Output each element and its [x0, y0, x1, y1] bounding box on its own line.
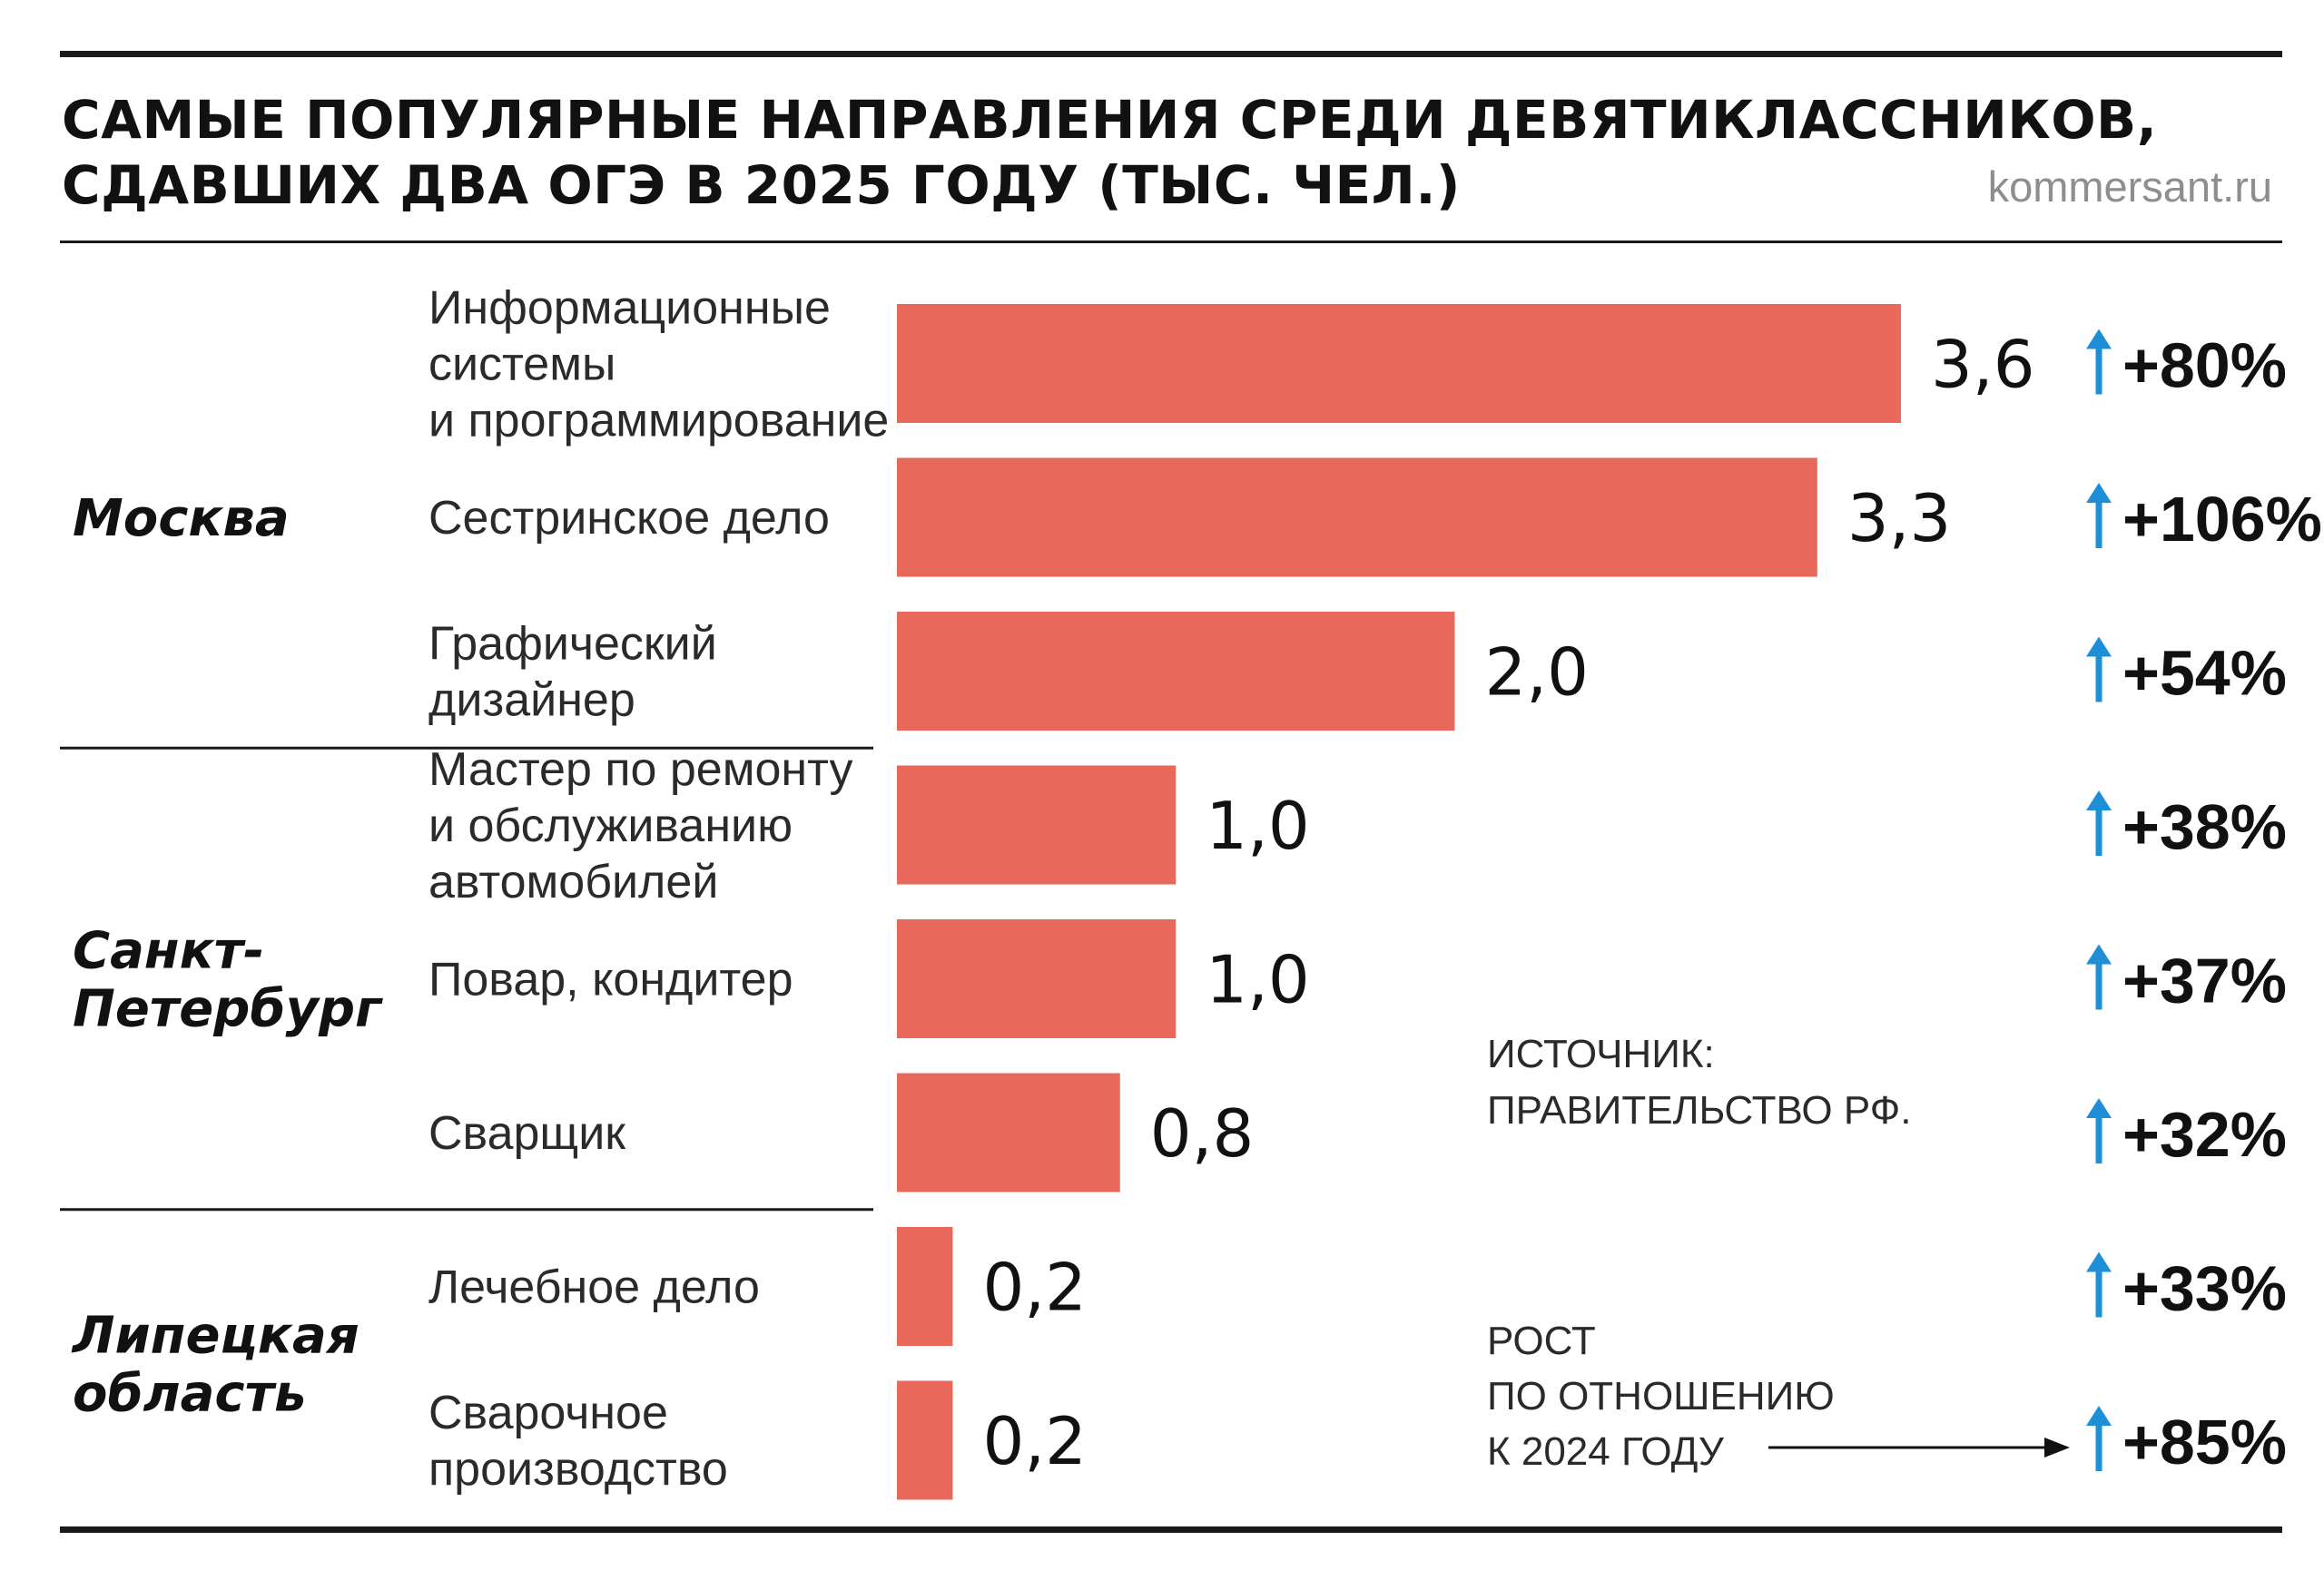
category-label-5-line-1: Повар, кондитер [428, 954, 793, 1006]
chart-title-line-1: САМЫЕ ПОПУЛЯРНЫЕ НАПРАВЛЕНИЯ СРЕДИ ДЕВЯТ… [62, 89, 2158, 151]
source-note-line-2: ПРАВИТЕЛЬСТВО РФ. [1487, 1088, 1911, 1133]
region-label-3-line-2: область [73, 1364, 306, 1423]
growth-label-4: +38% [2122, 791, 2287, 862]
chart-title-line-2: СДАВШИХ ДВА ОГЭ В 2025 ГОДУ (ТЫС. ЧЕЛ.) [62, 154, 1461, 216]
growth-note-pointer-arrow-icon [2044, 1438, 2070, 1458]
category-label-1-line-1: Информационные [428, 282, 831, 335]
site-credit: kommersant.ru [1987, 162, 2272, 211]
value-label-7: 0,2 [982, 1250, 1087, 1326]
category-label-4-line-1: Мастер по ремонту [428, 743, 853, 796]
growth-label-6: +32% [2122, 1099, 2287, 1170]
region-label-2-line-2: Петербург [73, 980, 383, 1039]
growth-label-7: +33% [2122, 1253, 2287, 1324]
growth-note-line-1: РОСТ [1487, 1319, 1596, 1363]
growth-note-line-2: ПО ОТНОШЕНИЮ [1487, 1374, 1835, 1418]
category-label-8-line-1: Сварочное [428, 1387, 668, 1439]
growth-arrow-icon-6 [2086, 1098, 2112, 1118]
bar-8 [897, 1380, 953, 1500]
growth-arrow-icon-8 [2086, 1406, 2112, 1426]
category-label-4-line-2: и обслуживанию [428, 800, 793, 852]
value-label-8: 0,2 [982, 1403, 1087, 1479]
category-label-2-line-1: Сестринское дело [428, 492, 830, 545]
bottom-rule [60, 1526, 2282, 1533]
growth-arrow-icon-5 [2086, 944, 2112, 965]
value-label-3: 2,0 [1484, 634, 1589, 711]
bar-7 [897, 1227, 953, 1346]
top-rule [60, 51, 2282, 57]
growth-arrow-icon-7 [2086, 1251, 2112, 1272]
value-label-1: 3,6 [1931, 327, 2035, 403]
bar-1 [897, 304, 1901, 423]
growth-label-3: +54% [2122, 638, 2287, 709]
bar-4 [897, 765, 1177, 885]
category-label-3-line-2: дизайнер [428, 674, 635, 727]
growth-arrow-icon-1 [2086, 329, 2112, 349]
growth-arrow-icon-2 [2086, 483, 2112, 503]
category-label-3-line-1: Графический [428, 618, 717, 671]
region-label-1-line-1: Москва [73, 489, 290, 548]
growth-arrow-icon-3 [2086, 636, 2112, 657]
bar-5 [897, 919, 1177, 1038]
category-label-7-line-1: Лечебное дело [428, 1261, 760, 1314]
category-label-6-line-1: Сварщик [428, 1107, 625, 1160]
bar-6 [897, 1073, 1120, 1192]
category-label-4-line-3: автомобилей [428, 856, 718, 908]
bar-2 [897, 457, 1817, 577]
value-label-2: 3,3 [1847, 480, 1952, 556]
value-label-5: 1,0 [1206, 942, 1310, 1018]
growth-label-1: +80% [2122, 330, 2287, 401]
category-label-1-line-2: системы [428, 339, 615, 391]
growth-label-8: +85% [2122, 1407, 2287, 1477]
growth-note-line-3: К 2024 ГОДУ [1487, 1429, 1725, 1474]
category-label-8-line-2: производство [428, 1443, 728, 1496]
growth-label-2: +106% [2122, 484, 2322, 555]
growth-label-5: +37% [2122, 946, 2287, 1016]
region-label-3-line-1: Липецкая [71, 1306, 359, 1365]
region-label-2-line-1: Санкт- [73, 922, 264, 981]
category-label-1-line-3: и программирование [428, 395, 889, 447]
bar-3 [897, 612, 1455, 731]
value-label-4: 1,0 [1206, 788, 1310, 864]
source-note-line-1: ИСТОЧНИК: [1487, 1032, 1715, 1076]
value-label-6: 0,8 [1150, 1095, 1255, 1172]
growth-arrow-icon-4 [2086, 790, 2112, 810]
header-rule [60, 240, 2282, 243]
